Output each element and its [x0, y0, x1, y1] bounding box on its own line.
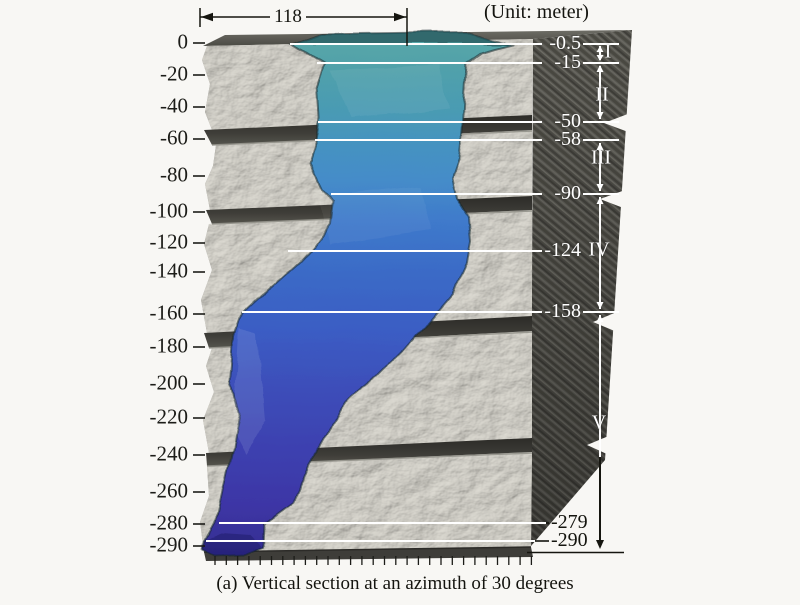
depth-axis-label: -140 [149, 258, 189, 283]
zone-label: V [591, 411, 607, 434]
depth-axis-label: -120 [149, 229, 189, 254]
block-bottom-edge [204, 547, 533, 561]
depth-axis-label: 0 [177, 29, 189, 54]
depth-axis-label: -100 [149, 198, 189, 223]
depth-axis-label: -280 [149, 510, 189, 535]
depth-marker-label: -50 [554, 110, 581, 133]
bottom-ruler-ticks [214, 556, 533, 565]
depth-marker-label: -279 [551, 511, 588, 534]
layer-notch [600, 189, 628, 209]
depth-axis-label: -40 [160, 93, 188, 118]
zone-label: II [595, 83, 609, 106]
unit-label: (Unit: meter) [484, 1, 589, 23]
rock-side-face [531, 30, 633, 546]
left-axis-ticks [193, 42, 205, 547]
depth-marker-label: -158 [544, 300, 581, 323]
width-dimension-label: 118 [274, 6, 302, 27]
depth-axis-label: -60 [160, 125, 188, 150]
depth-marker-label: -58 [554, 128, 581, 151]
depth-marker-label: -124 [544, 239, 581, 262]
depth-axis-label: -160 [149, 300, 189, 325]
depth-marker-label: -15 [554, 51, 581, 74]
zone-dimension-arrowheads [596, 46, 604, 549]
depth-axis-label: -20 [160, 61, 188, 86]
depth-marker-label: -290 [551, 529, 588, 552]
depth-axis-label: -240 [149, 441, 189, 466]
depth-marker-label: -0.5 [549, 32, 581, 55]
figure-caption: (a) Vertical section at an azimuth of 30… [216, 573, 574, 594]
depth-contour-lines [206, 43, 619, 542]
depth-axis-label: -260 [149, 478, 189, 503]
depth-axis-label: -80 [160, 162, 188, 187]
depth-axis-label: -290 [149, 532, 189, 557]
depth-marker-label: -90 [554, 182, 581, 205]
sinkhole-rim [292, 32, 513, 44]
depth-axis-label: -200 [149, 370, 189, 395]
depth-axis-label: -180 [149, 333, 189, 358]
zone-label: III [591, 146, 611, 169]
zone-label: IV [588, 238, 610, 261]
zone-label: I [604, 40, 612, 63]
depth-axis-label: -220 [149, 404, 189, 429]
layer-notch [593, 311, 619, 332]
sinkhole-void [200, 30, 517, 557]
width-dimension-arrowheads [201, 12, 406, 22]
